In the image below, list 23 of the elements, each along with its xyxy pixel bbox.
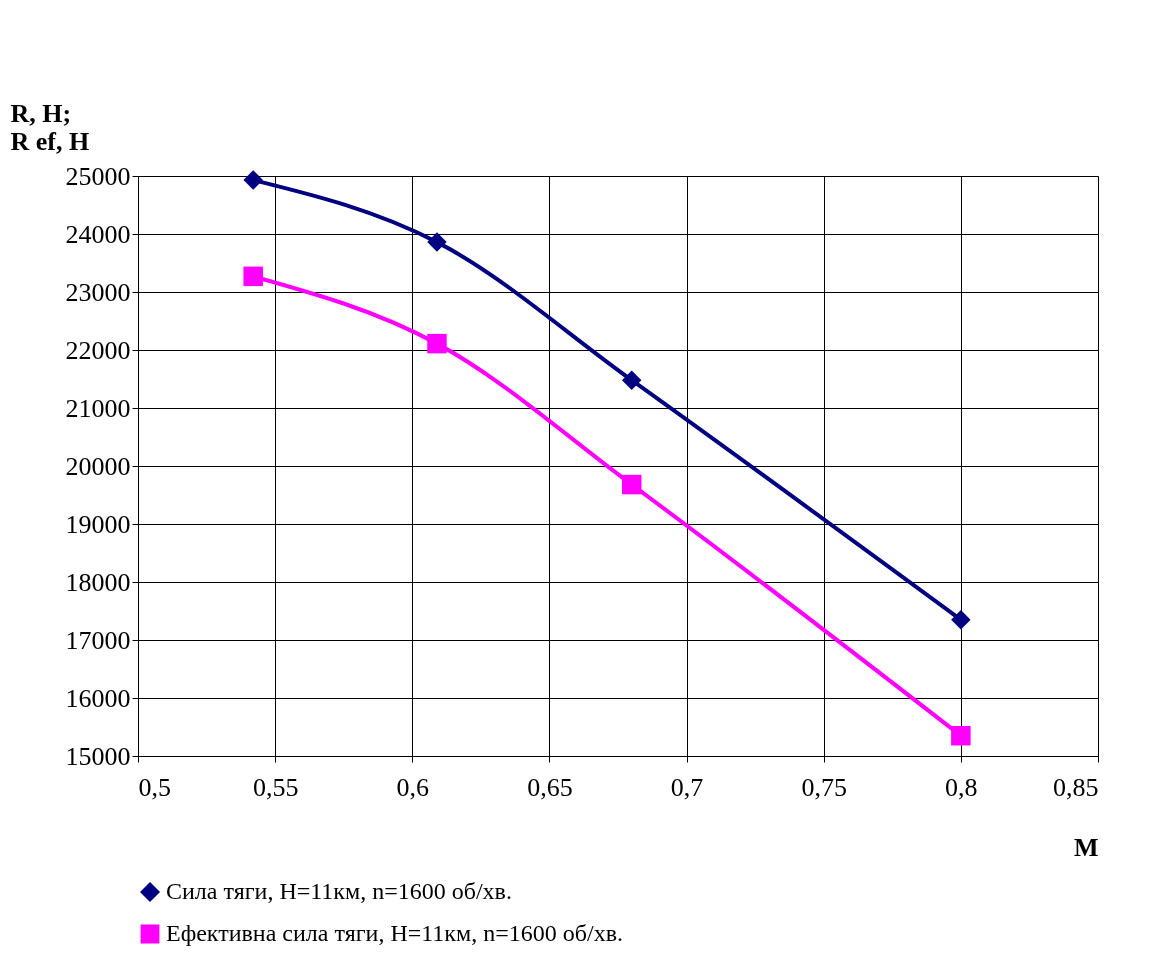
x-axis-title: M <box>1073 832 1099 862</box>
y-axis-title: R, H; R ef, H <box>10 98 90 156</box>
x-tick-label: 0,7 <box>670 772 704 802</box>
y-tick-label: 18000 <box>65 567 131 597</box>
x-tick-label: 0,75 <box>801 772 847 802</box>
x-tick-label: 0,6 <box>396 772 430 802</box>
legend-label: Сила тяги, Н=11км, n=1600 об/хв. <box>166 878 512 904</box>
x-tick-label: 0,85 <box>1053 772 1099 802</box>
y-tick-label: 22000 <box>65 335 131 365</box>
y-tick-label: 16000 <box>65 683 131 713</box>
x-tick-label: 0,5 <box>138 772 171 802</box>
legend-label: Ефективна сила тяги, Н=11км, n=1600 об/хв. <box>166 920 623 946</box>
y-tick-label: 15000 <box>65 741 131 771</box>
y-tick-label: 23000 <box>65 277 131 307</box>
y-tick-label: 17000 <box>65 625 131 655</box>
y-tick-label: 25000 <box>65 161 131 191</box>
x-tick-label: 0,8 <box>945 772 978 802</box>
y-tick-label: 24000 <box>65 219 131 249</box>
x-tick-label: 0,65 <box>527 772 573 802</box>
y-tick-label: 19000 <box>65 509 131 539</box>
x-tick-label: 0,55 <box>252 772 299 802</box>
y-tick-label: 20000 <box>65 451 131 481</box>
y-tick-label: 21000 <box>65 393 131 423</box>
